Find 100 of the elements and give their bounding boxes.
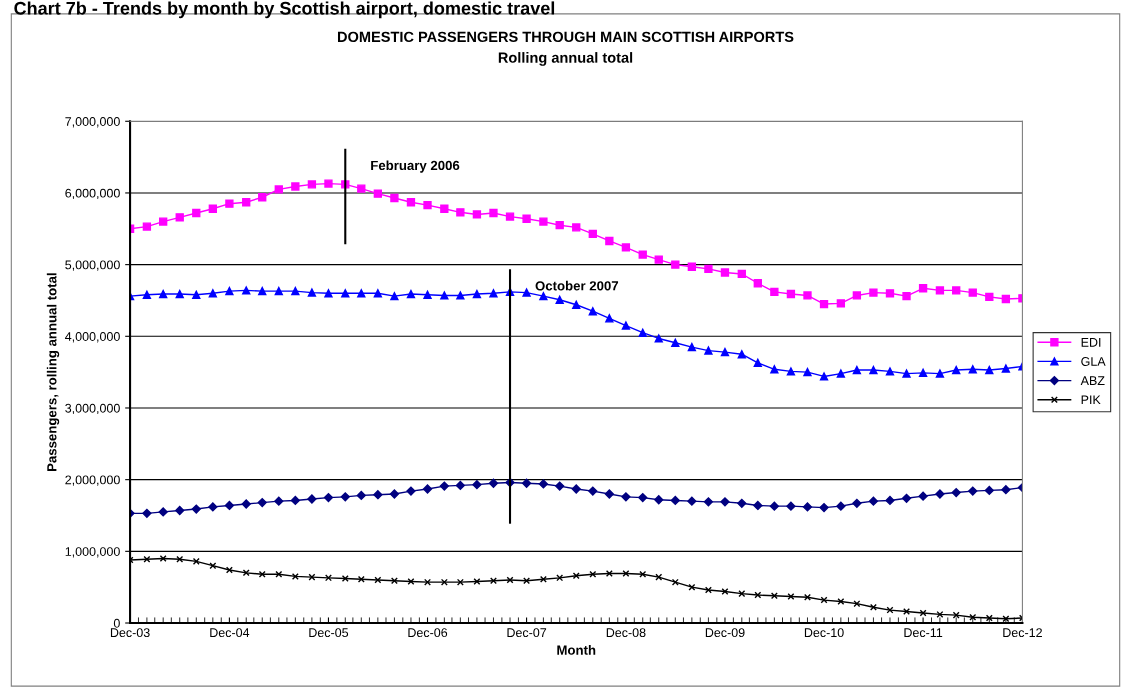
point: [622, 570, 630, 578]
point: [489, 208, 498, 218]
point: [687, 342, 697, 352]
point: [440, 578, 448, 586]
point: [373, 189, 383, 198]
point: [885, 367, 895, 376]
point: [704, 586, 712, 594]
point: [704, 264, 713, 274]
point: [142, 222, 152, 231]
point: [274, 185, 283, 194]
point: [175, 213, 184, 222]
point: [176, 555, 184, 563]
point: [770, 592, 778, 600]
point: [489, 577, 497, 585]
point: [455, 480, 465, 491]
point: [738, 590, 746, 598]
point: [258, 570, 266, 578]
point: [902, 291, 911, 301]
point: [770, 287, 779, 297]
point: [1001, 485, 1011, 495]
point: [852, 498, 862, 508]
point: [638, 492, 648, 503]
point: [374, 576, 382, 584]
point: [424, 578, 431, 586]
y-tick-label: 3,000,000: [65, 403, 120, 415]
point: [324, 574, 332, 582]
point: [225, 286, 234, 296]
point: [158, 507, 168, 517]
point: [225, 199, 234, 208]
point: [242, 286, 251, 295]
point: [538, 479, 549, 489]
point: [224, 500, 235, 511]
point: [671, 260, 680, 269]
point: [902, 369, 911, 378]
point: [819, 372, 829, 381]
legend-label: EDI: [1081, 338, 1101, 347]
point: [142, 508, 152, 518]
point: [473, 577, 481, 585]
point: [208, 204, 218, 213]
point: [621, 243, 631, 252]
point: [308, 573, 316, 581]
point: [323, 492, 334, 503]
point: [143, 555, 151, 563]
point: [918, 491, 928, 501]
point: [952, 365, 961, 375]
point: [588, 307, 597, 316]
point: [769, 501, 779, 511]
point: [737, 269, 746, 279]
point: [935, 369, 945, 378]
point: [175, 505, 185, 516]
point: [373, 490, 383, 500]
point: [655, 573, 663, 581]
point: [918, 368, 928, 378]
x-tick-label: Dec-10: [804, 628, 844, 638]
point: [472, 289, 482, 299]
point: [242, 569, 250, 577]
point: [687, 262, 697, 271]
point: [539, 291, 548, 301]
point: [969, 613, 977, 621]
point: [522, 288, 531, 297]
point: [373, 289, 383, 298]
point: [291, 286, 300, 296]
point: [654, 495, 664, 505]
point: [539, 575, 547, 583]
point: [737, 350, 746, 359]
point: [208, 502, 218, 512]
point: [456, 291, 465, 300]
point: [836, 299, 846, 308]
point: [571, 484, 581, 494]
point: [753, 500, 763, 511]
point: [786, 501, 796, 511]
point: [258, 193, 267, 202]
point: [472, 480, 482, 490]
point: [142, 290, 152, 299]
point: [488, 478, 499, 488]
point: [505, 212, 515, 221]
point: [803, 367, 812, 377]
point: [290, 495, 300, 506]
x-tick-label: Dec-07: [507, 628, 547, 638]
point: [852, 365, 862, 375]
point: [869, 603, 877, 611]
point: [407, 577, 415, 585]
point: [721, 587, 729, 595]
point: [390, 577, 398, 585]
point: [720, 347, 730, 357]
x-tick-label: Dec-06: [408, 628, 448, 638]
point: [555, 481, 565, 491]
point: [621, 492, 631, 502]
point: [605, 570, 613, 578]
point: [1001, 364, 1011, 373]
point: [555, 221, 564, 230]
point: [951, 487, 961, 498]
point: [390, 193, 399, 203]
point: [242, 198, 251, 207]
ref-line-label: October 2007: [535, 280, 619, 291]
x-tick-label: Dec-08: [606, 628, 646, 638]
chart-title: DOMESTIC PASSENGERS THROUGH MAIN SCOTTISH AIRPORTS: [337, 31, 794, 43]
point: [869, 288, 878, 297]
point: [440, 204, 449, 213]
point: [406, 486, 416, 496]
